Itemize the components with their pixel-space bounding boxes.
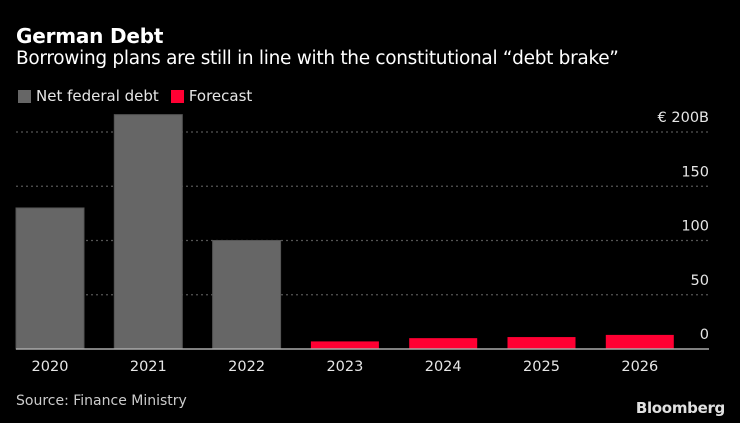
bar-forecast bbox=[507, 337, 576, 349]
legend: Net federal debt Forecast bbox=[18, 87, 264, 105]
legend-swatch-actual bbox=[18, 89, 31, 103]
x-tick-label: 2021 bbox=[130, 359, 167, 375]
x-tick-label: 2020 bbox=[32, 359, 69, 375]
y-tick-label: 100 bbox=[681, 219, 709, 235]
legend-item-net-federal-debt: Net federal debt bbox=[18, 87, 159, 105]
x-tick-label: 2023 bbox=[326, 359, 363, 375]
x-tick-label: 2024 bbox=[425, 359, 462, 375]
bar-forecast bbox=[605, 334, 674, 349]
bar-actual bbox=[15, 207, 85, 350]
x-tick-label: 2025 bbox=[523, 359, 560, 375]
bar-forecast bbox=[310, 341, 379, 349]
x-tick-label: 2022 bbox=[228, 359, 265, 375]
bloomberg-logo: Bloomberg bbox=[635, 399, 725, 417]
chart-subtitle: Borrowing plans are still in line with t… bbox=[16, 48, 619, 69]
bar-forecast bbox=[409, 338, 478, 349]
legend-item-forecast: Forecast bbox=[170, 87, 253, 105]
bar-actual bbox=[212, 240, 282, 350]
y-tick-label: 0 bbox=[700, 327, 709, 343]
legend-label-forecast: Forecast bbox=[188, 87, 253, 105]
source-note: Source: Finance Ministry bbox=[16, 393, 187, 409]
y-tick-label: 150 bbox=[681, 164, 709, 180]
bar-actual bbox=[113, 114, 183, 350]
y-tick-label: 50 bbox=[691, 273, 709, 289]
legend-label-net-federal-debt: Net federal debt bbox=[36, 87, 159, 105]
legend-swatch-forecast bbox=[170, 89, 184, 103]
x-tick-label: 2026 bbox=[621, 359, 658, 375]
y-tick-label: € 200B bbox=[658, 110, 709, 126]
chart-title: German Debt bbox=[16, 24, 164, 48]
